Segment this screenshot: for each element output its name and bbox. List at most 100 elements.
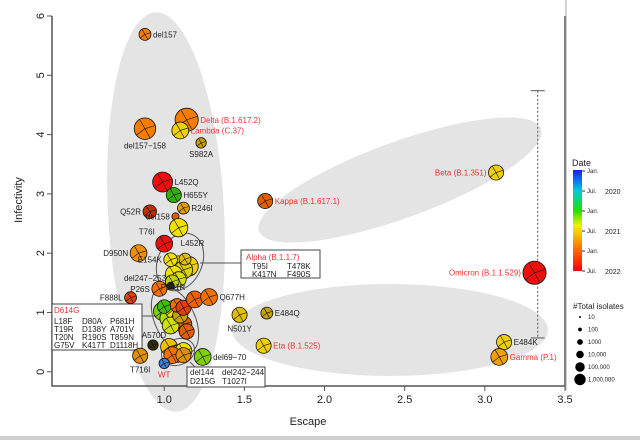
pie-wedge-line <box>525 272 535 281</box>
pie-wedge-line <box>182 324 187 332</box>
data-point <box>200 288 218 306</box>
pie-wedge-line <box>159 363 165 367</box>
pie-wedge-line <box>159 288 164 296</box>
data-point <box>193 348 212 366</box>
alpha-box-title: Alpha (B.1.1.7) <box>246 253 300 262</box>
pie-wedge-line <box>492 356 500 363</box>
point-label: R246I <box>191 204 212 213</box>
x-tick-label: 2.5 <box>397 394 412 406</box>
pie-wedge-line <box>204 289 210 298</box>
point-label: H655Y <box>183 191 208 200</box>
pie-wedge-line <box>177 307 184 313</box>
data-point <box>166 281 175 290</box>
pie-wedge-line <box>139 355 144 363</box>
pie-wedge-line <box>235 308 240 315</box>
point-label: E484K <box>514 338 539 347</box>
pie-wedge-line <box>140 353 148 357</box>
pie-wedge-line <box>208 296 214 305</box>
d614g-mutation: P681H <box>110 317 135 326</box>
data-point <box>132 347 149 364</box>
data-point <box>195 137 207 149</box>
pie-wedge-line <box>164 361 170 364</box>
data-point <box>169 218 189 238</box>
data-point <box>163 252 178 267</box>
point-label: Eta (B.1.525) <box>273 342 320 351</box>
pie-wedge-line <box>155 282 160 289</box>
pie-wedge-line <box>173 192 182 196</box>
pie-wedge-line <box>181 253 186 260</box>
date-year-label: 2021 <box>605 229 621 236</box>
point-label: T76I <box>139 227 155 236</box>
pie-wedge-line <box>179 130 185 139</box>
axes: 1.0 1.5 2.0 2.5 3.0 3.5 0 1 2 3 4 5 6 Escape Infectivi… <box>13 13 573 428</box>
pie-wedge-line <box>144 34 149 40</box>
d614g-mutation: K417T <box>82 341 106 350</box>
d614g-mutation: D138Y <box>82 325 107 334</box>
point-label: Delta (B.1.617.2) <box>200 116 261 125</box>
point-label: E154K <box>138 256 163 265</box>
pie-wedge-line <box>164 304 171 307</box>
pie-wedge-line <box>179 315 185 323</box>
pie-wedge-line <box>495 170 504 173</box>
y-tick-label: 2 <box>35 250 47 256</box>
data-point <box>152 171 174 193</box>
point-label: S982A <box>189 150 214 159</box>
pie-wedge-line <box>125 297 131 302</box>
pie-wedge-line <box>528 262 535 273</box>
pie-wedge-line <box>144 211 150 217</box>
data-point <box>151 280 168 297</box>
pie-wedge-line <box>170 322 179 326</box>
bottom-scrollbar <box>0 436 640 440</box>
x-tick-label: 1.0 <box>157 394 172 406</box>
date-year-label: 2022 <box>605 269 621 276</box>
pie-wedge-line <box>148 344 154 349</box>
pie-wedge-line <box>131 252 139 259</box>
pie-wedge-line <box>186 116 198 121</box>
pie-wedge-line <box>198 349 203 358</box>
data-point <box>124 291 137 305</box>
pie-wedge-line <box>259 338 264 346</box>
pie-wedge-line <box>171 227 179 234</box>
data-point <box>255 337 272 354</box>
pie-wedge-line <box>174 315 181 321</box>
point-label: Q52R <box>120 208 141 217</box>
pie-wedge-line <box>166 253 171 260</box>
pie-wedge-line <box>127 292 131 298</box>
pie-wedge-line <box>167 194 175 200</box>
del144-mutation: D215G <box>190 377 215 386</box>
point-label: P26S <box>130 285 150 294</box>
pie-wedge-line <box>171 355 177 363</box>
pie-wedge-line <box>169 266 175 275</box>
pie-wedge-line <box>173 219 179 228</box>
size-legend-label: 1000 <box>588 340 602 346</box>
cluster-point <box>175 347 192 364</box>
data-point <box>171 121 190 140</box>
pie-wedge-line <box>261 312 268 317</box>
pie-wedge-line <box>184 257 191 260</box>
y-tick-label: 0 <box>35 369 47 375</box>
pie-wedge-line <box>263 343 271 346</box>
d614g-mutation: A701V <box>110 325 135 334</box>
pie-wedge-line <box>146 205 151 212</box>
pie-wedge-line <box>190 292 195 300</box>
x-tick-label: 3.0 <box>477 394 492 406</box>
pie-wedge-line <box>186 119 193 131</box>
size-legend-dot <box>579 316 581 318</box>
pie-wedge-line <box>134 355 141 361</box>
point-label: del69−70 <box>213 353 247 362</box>
data-point <box>147 339 159 351</box>
del144-box <box>186 366 266 388</box>
pie-wedge-line <box>239 312 247 316</box>
pie-wedge-line <box>209 294 218 298</box>
pie-wedge-line <box>177 354 184 361</box>
pie-wedge-line <box>534 272 541 284</box>
pie-wedge-line <box>178 224 188 228</box>
y-tick-label: 1 <box>35 309 47 315</box>
d614g-mutation: G75V <box>54 341 75 350</box>
pie-wedge-line <box>183 269 189 279</box>
pie-wedge-line <box>169 188 175 196</box>
x-axis-label: Escape <box>290 416 327 428</box>
pie-wedge-line <box>196 142 202 147</box>
cluster-point <box>157 299 172 314</box>
point-label: T716I <box>130 365 150 374</box>
